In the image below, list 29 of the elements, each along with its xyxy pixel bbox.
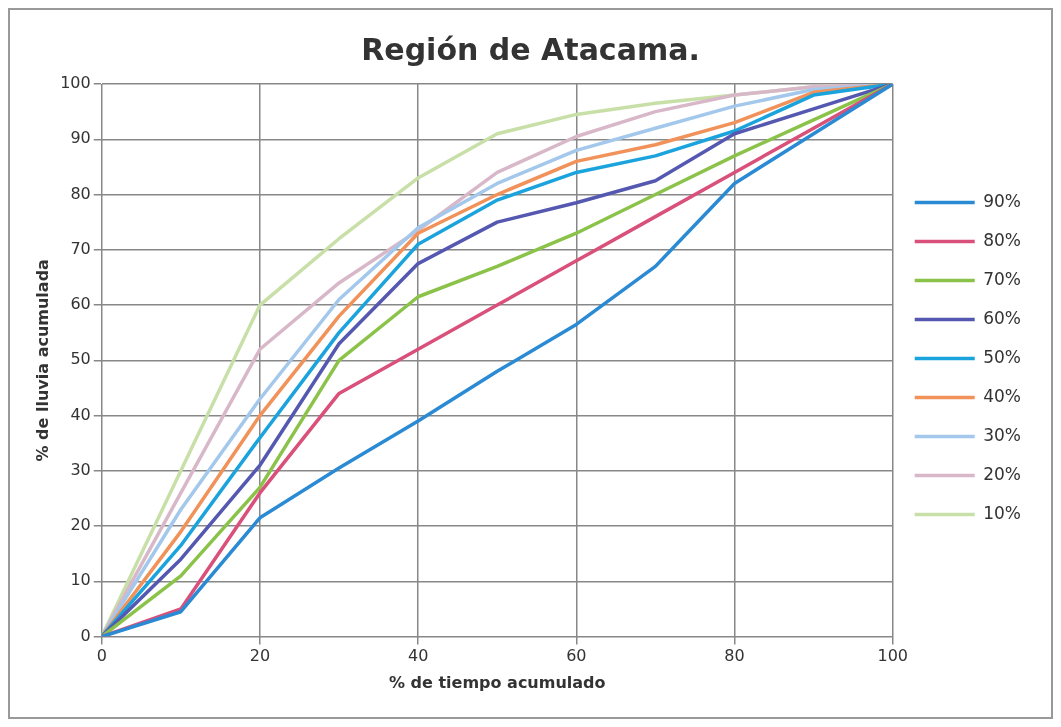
x-tick-label: 60 — [566, 646, 587, 666]
y-tick-label: 60 — [70, 294, 91, 314]
y-tick-label: 40 — [70, 404, 91, 424]
y-tick-label: 0 — [80, 625, 91, 645]
y-tick-label: 10 — [70, 570, 91, 590]
y-tick-label: 80 — [70, 183, 91, 203]
legend-label: 10% — [983, 502, 1022, 523]
legend-label: 20% — [983, 463, 1022, 484]
x-tick-label: 0 — [96, 646, 107, 666]
y-tick-label: 70 — [70, 238, 91, 258]
legend-label: 60% — [983, 307, 1022, 328]
legend-label: 70% — [983, 268, 1022, 289]
x-tick-label: 100 — [877, 646, 908, 666]
legend-label: 30% — [983, 424, 1022, 445]
legend-label: 90% — [983, 190, 1022, 211]
legend-label: 80% — [983, 229, 1022, 250]
y-tick-label: 100 — [60, 73, 91, 93]
y-axis-title: % de lluvia acumulada — [32, 259, 52, 462]
x-axis-title: % de tiempo acumulado — [388, 672, 606, 692]
y-tick-label: 90 — [70, 128, 91, 148]
x-tick-label: 40 — [407, 646, 429, 666]
y-tick-label: 20 — [70, 515, 91, 535]
legend-label: 40% — [983, 385, 1022, 406]
y-tick-label: 50 — [70, 349, 91, 369]
legend-label: 50% — [983, 346, 1022, 367]
chart-title: Región de Atacama. — [361, 31, 700, 67]
x-tick-label: 80 — [724, 646, 745, 666]
x-tick-label: 20 — [249, 646, 271, 666]
y-tick-label: 30 — [70, 459, 91, 479]
